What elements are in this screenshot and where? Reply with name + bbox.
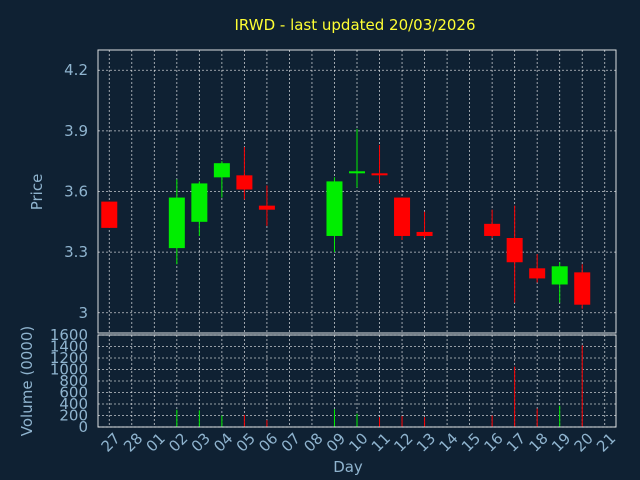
candle-04 — [213, 161, 230, 198]
candle-10 — [349, 128, 365, 188]
price-tick-label: 3.9 — [64, 122, 88, 140]
candle-11 — [371, 145, 388, 184]
volume-tick-label: 200 — [59, 407, 88, 425]
candle-03 — [191, 181, 208, 236]
volume-bars — [176, 345, 583, 427]
price-tick-label: 3.6 — [64, 183, 88, 201]
volume-tick-label: 400 — [59, 395, 88, 413]
candle-body — [371, 173, 388, 176]
x-tick-label: 21 — [593, 429, 619, 455]
volume-tick-label: 1200 — [50, 349, 88, 367]
price-tick-label: 4.2 — [64, 61, 88, 79]
candle-body — [101, 201, 118, 228]
candle-02 — [168, 179, 185, 265]
price-tick-labels: 3 3.3 3.6 3.9 4.2 — [64, 61, 88, 322]
volume-tick-label: 1000 — [50, 361, 88, 379]
price-gridlines — [98, 50, 616, 333]
candle-19 — [551, 262, 568, 303]
candle-13 — [416, 211, 433, 238]
candle-17 — [506, 205, 523, 303]
candle-body — [484, 223, 501, 236]
candle-body — [168, 197, 185, 249]
price-panel-frame — [97, 49, 617, 334]
candle-27 — [101, 201, 118, 228]
candle-18 — [529, 254, 546, 283]
candle-body — [394, 197, 411, 236]
volume-gridlines — [98, 334, 616, 428]
candle-body — [349, 171, 365, 174]
volume-tick-label: 0 — [78, 418, 88, 436]
volume-tick-label: 800 — [59, 372, 88, 390]
volume-axis-label: Volume (0000) — [18, 326, 36, 436]
candle-body — [326, 181, 343, 236]
volume-tick-label: 1600 — [50, 326, 88, 344]
candle-body — [529, 268, 546, 279]
candle-09 — [326, 177, 343, 253]
price-tick-label: 3 — [78, 304, 88, 322]
candle-20 — [574, 264, 591, 309]
candle-body — [574, 272, 591, 305]
volume-panel-frame — [97, 334, 617, 428]
candle-16 — [484, 209, 501, 238]
candle-body — [213, 163, 230, 178]
candle-body — [258, 205, 275, 210]
volume-tick-label: 600 — [59, 384, 88, 402]
candle-body — [236, 175, 253, 190]
x-tick-labels: 2728010203040506070809101112131415161718… — [98, 429, 620, 455]
candle-06 — [258, 185, 275, 226]
x-axis-label: Day — [333, 458, 363, 476]
chart-title: IRWD - last updated 20/03/2026 — [235, 16, 476, 34]
candle-body — [416, 231, 433, 236]
candle-body — [551, 266, 568, 285]
candle-12 — [394, 197, 411, 241]
price-axis-label: Price — [28, 174, 46, 211]
volume-tick-label: 1400 — [50, 338, 88, 356]
candle-body — [191, 183, 208, 222]
price-candles — [101, 128, 591, 309]
candle-05 — [236, 147, 253, 200]
price-tick-label: 3.3 — [64, 243, 88, 261]
candle-body — [506, 237, 523, 263]
